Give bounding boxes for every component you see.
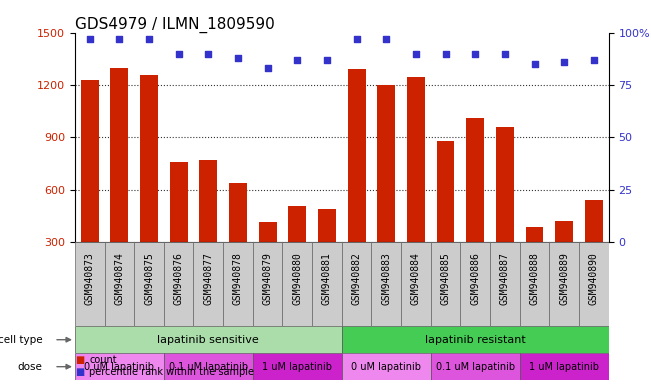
Text: GSM940878: GSM940878 — [233, 252, 243, 305]
Bar — [288, 206, 306, 295]
Point — [411, 51, 421, 57]
Text: percentile rank within the sample: percentile rank within the sample — [89, 367, 254, 377]
Bar — [342, 242, 372, 326]
Text: GSM940879: GSM940879 — [262, 252, 273, 305]
Text: GSM940884: GSM940884 — [411, 252, 421, 305]
Bar — [490, 242, 519, 326]
Text: GSM940880: GSM940880 — [292, 252, 302, 305]
Bar — [437, 141, 454, 295]
Text: GSM940882: GSM940882 — [352, 252, 361, 305]
Text: GSM940883: GSM940883 — [381, 252, 391, 305]
Bar — [75, 326, 342, 353]
Text: GSM940881: GSM940881 — [322, 252, 332, 305]
Text: GSM940874: GSM940874 — [115, 252, 124, 305]
Bar — [164, 353, 253, 380]
Bar — [496, 127, 514, 295]
Bar — [140, 75, 158, 295]
Bar — [75, 242, 105, 326]
Bar — [75, 353, 164, 380]
Bar — [431, 353, 519, 380]
Bar — [312, 242, 342, 326]
Bar — [342, 326, 609, 353]
Text: 0 uM lapatinib: 0 uM lapatinib — [85, 362, 154, 372]
Bar — [407, 77, 425, 295]
Point — [529, 61, 540, 67]
Bar — [283, 242, 312, 326]
Point — [233, 55, 243, 61]
Bar — [460, 242, 490, 326]
Bar — [318, 209, 336, 295]
Bar — [372, 242, 401, 326]
Text: GSM940885: GSM940885 — [441, 252, 450, 305]
Bar — [253, 353, 342, 380]
Bar — [585, 200, 603, 295]
Text: GSM940890: GSM940890 — [589, 252, 599, 305]
Bar — [555, 222, 573, 295]
Text: GSM940875: GSM940875 — [144, 252, 154, 305]
Point — [500, 51, 510, 57]
Text: GSM940888: GSM940888 — [529, 252, 540, 305]
Text: ■: ■ — [75, 367, 84, 377]
Bar — [199, 160, 217, 295]
Bar — [519, 242, 549, 326]
Bar — [431, 242, 460, 326]
Text: GSM940877: GSM940877 — [203, 252, 214, 305]
Bar — [378, 85, 395, 295]
Point — [589, 57, 599, 63]
Text: 0 uM lapatinib: 0 uM lapatinib — [352, 362, 421, 372]
Bar — [223, 242, 253, 326]
Point — [352, 36, 362, 42]
Text: 1 uM lapatinib: 1 uM lapatinib — [262, 362, 332, 372]
Text: cell type: cell type — [0, 335, 42, 345]
Bar — [229, 183, 247, 295]
Point — [322, 57, 332, 63]
Bar — [170, 162, 187, 295]
Bar — [134, 242, 164, 326]
Bar — [193, 242, 223, 326]
Bar — [253, 242, 283, 326]
Point — [440, 51, 450, 57]
Bar — [81, 80, 98, 295]
Bar — [348, 70, 365, 295]
Point — [381, 36, 391, 42]
Point — [262, 65, 273, 71]
Text: 0.1 uM lapatinib: 0.1 uM lapatinib — [169, 362, 248, 372]
Text: GSM940886: GSM940886 — [470, 252, 480, 305]
Bar — [111, 68, 128, 295]
Bar — [525, 227, 544, 295]
Point — [470, 51, 480, 57]
Text: dose: dose — [18, 362, 42, 372]
Text: GSM940889: GSM940889 — [559, 252, 569, 305]
Bar — [519, 353, 609, 380]
Bar — [549, 242, 579, 326]
Bar — [466, 118, 484, 295]
Bar — [105, 242, 134, 326]
Text: 1 uM lapatinib: 1 uM lapatinib — [529, 362, 599, 372]
Text: GSM940873: GSM940873 — [85, 252, 94, 305]
Bar — [579, 242, 609, 326]
Point — [203, 51, 214, 57]
Text: count: count — [89, 355, 117, 365]
Point — [144, 36, 154, 42]
Text: lapatinib resistant: lapatinib resistant — [425, 335, 525, 345]
Bar — [401, 242, 431, 326]
Text: GSM940876: GSM940876 — [174, 252, 184, 305]
Text: ■: ■ — [75, 355, 84, 365]
Point — [173, 51, 184, 57]
Bar — [258, 222, 277, 295]
Bar — [342, 353, 431, 380]
Text: 0.1 uM lapatinib: 0.1 uM lapatinib — [436, 362, 515, 372]
Text: GSM940887: GSM940887 — [500, 252, 510, 305]
Text: GDS4979 / ILMN_1809590: GDS4979 / ILMN_1809590 — [75, 17, 275, 33]
Point — [85, 36, 95, 42]
Point — [114, 36, 124, 42]
Point — [292, 57, 303, 63]
Point — [559, 59, 570, 65]
Bar — [164, 242, 193, 326]
Text: lapatinib sensitive: lapatinib sensitive — [158, 335, 259, 345]
